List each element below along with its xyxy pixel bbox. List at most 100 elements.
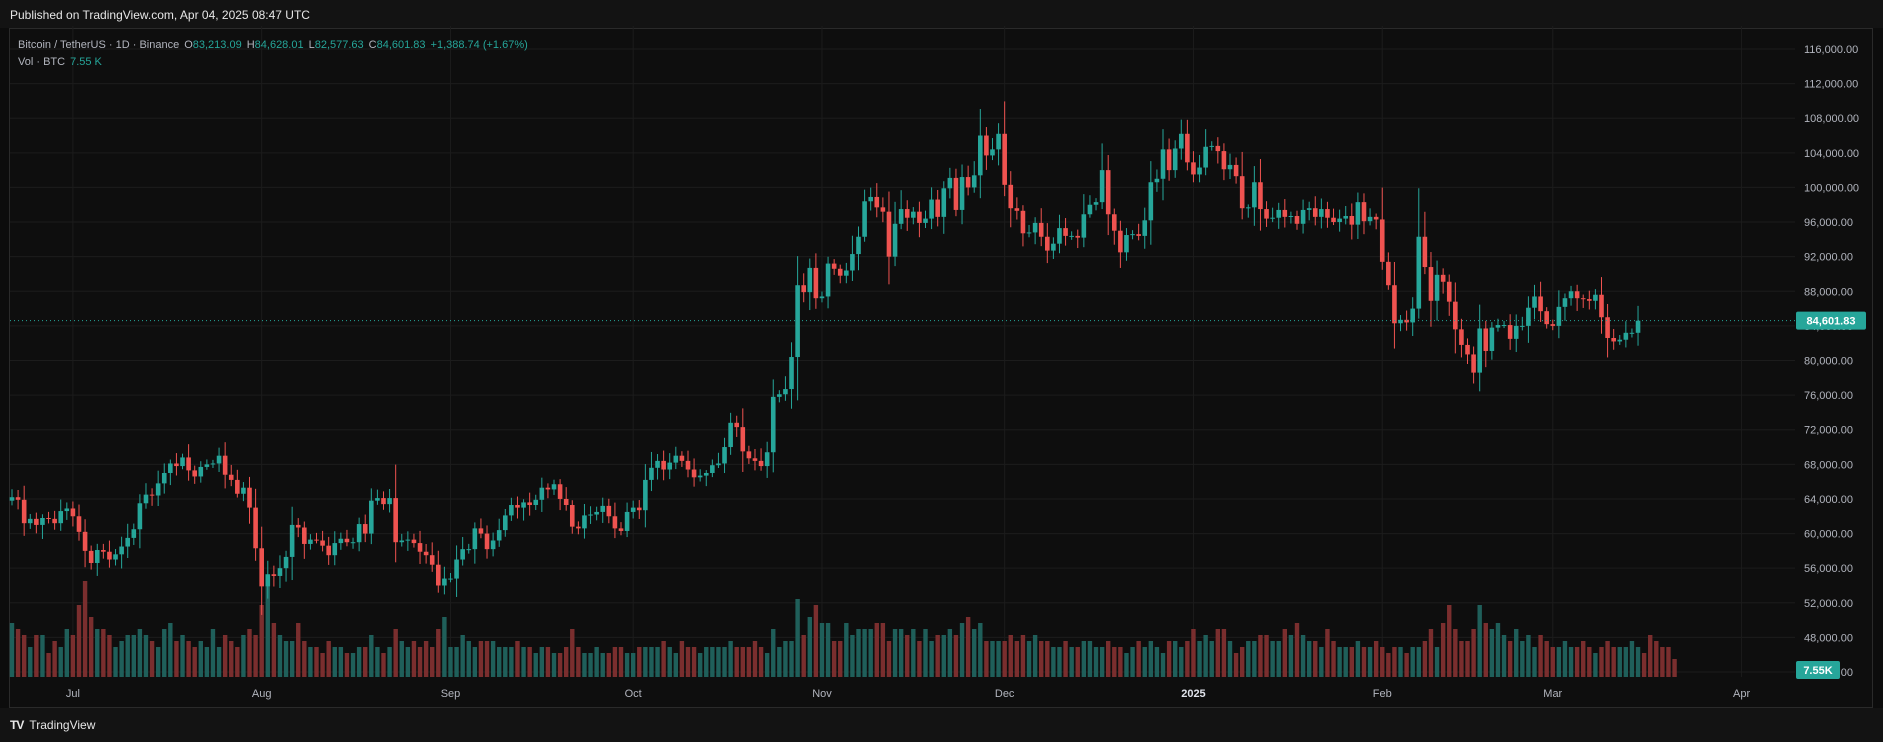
volume-bar	[326, 641, 331, 677]
volume-bar	[34, 635, 39, 677]
volume-bar	[1672, 659, 1677, 677]
volume-bar	[1331, 641, 1336, 677]
candle-body	[1398, 319, 1403, 324]
publish-bar: Published on TradingView.com, Apr 04, 20…	[0, 0, 1883, 28]
y-tick-label: 64,000.00	[1804, 494, 1853, 506]
candle-body	[850, 254, 855, 271]
x-tick-label: Sep	[441, 688, 461, 700]
volume-bar	[1459, 641, 1464, 677]
volume-bar	[685, 647, 691, 677]
candle-body	[1008, 184, 1014, 209]
candle-body	[917, 211, 922, 223]
volume-bar	[1568, 647, 1574, 677]
y-tick-label: 80,000.00	[1804, 356, 1853, 368]
legend-volume-label[interactable]: Vol · BTC	[18, 55, 66, 68]
candle-body	[423, 551, 429, 556]
volume-bar	[1532, 647, 1537, 677]
x-tick-label: Aug	[252, 688, 272, 700]
candle-body	[1568, 291, 1574, 299]
volume-bar	[1045, 641, 1050, 677]
candle-body	[758, 460, 764, 467]
candle-body	[174, 463, 179, 467]
candle-body	[1197, 167, 1202, 175]
candle-body	[588, 514, 593, 516]
volume-bar	[70, 635, 76, 677]
candle-body	[40, 517, 45, 525]
candle-body	[1178, 133, 1184, 149]
candle-body	[1459, 329, 1464, 345]
volume-bar	[1605, 641, 1610, 677]
candle-body	[874, 196, 880, 208]
volume-bar	[1130, 647, 1135, 677]
candle-body	[941, 188, 947, 217]
candle-body	[783, 389, 788, 395]
candle-body	[643, 479, 648, 511]
candle-body	[58, 511, 64, 524]
volume-bar	[533, 653, 538, 677]
candle-body	[844, 270, 849, 276]
y-tick-label: 100,000.00	[1804, 182, 1859, 194]
chart-frame[interactable]	[9, 28, 1873, 708]
candle-body	[168, 463, 173, 473]
volume-bar	[76, 605, 82, 677]
candle-body	[180, 457, 185, 467]
volume-bar	[125, 635, 130, 677]
volume-bar	[1032, 635, 1038, 677]
candle-body	[1367, 216, 1373, 222]
candle-body	[228, 474, 234, 480]
volume-bar	[1069, 647, 1074, 677]
legend-close-label: C	[368, 38, 377, 51]
volume-bar	[1398, 647, 1403, 677]
volume-bar	[819, 623, 825, 677]
volume-bar	[1002, 641, 1007, 677]
volume-bar	[1020, 635, 1026, 677]
candle-body	[1282, 209, 1288, 217]
candle-body	[1130, 234, 1135, 236]
candle-body	[1252, 182, 1257, 208]
volume-bar	[1361, 647, 1367, 677]
candle-body	[216, 455, 222, 464]
candle-body	[1160, 149, 1166, 179]
volume-bar	[82, 581, 88, 677]
candle-body	[984, 135, 989, 156]
candle-body	[691, 469, 697, 478]
candle-body	[551, 484, 557, 490]
candle-body	[1434, 274, 1440, 301]
candle-body	[539, 487, 545, 500]
volume-bar	[1465, 641, 1470, 677]
candle-body	[204, 464, 210, 467]
volume-bar	[1106, 641, 1111, 677]
legend-symbol[interactable]: Bitcoin / TetherUS · 1D · Binance	[18, 38, 180, 51]
candle-body	[381, 498, 386, 505]
candle-body	[868, 196, 873, 202]
volume-bar	[1544, 641, 1549, 677]
tradingview-brand[interactable]: TV TradingView	[10, 718, 95, 732]
volume-bar	[1574, 647, 1580, 677]
volume-bar	[1227, 641, 1233, 677]
candle-body	[1209, 145, 1215, 147]
volume-bar	[1246, 641, 1251, 677]
volume-bar	[972, 629, 977, 677]
candle-body	[155, 483, 161, 496]
candle-body	[862, 201, 867, 237]
candle-body	[673, 455, 679, 463]
volume-bar	[691, 647, 697, 677]
candle-body	[1349, 215, 1355, 225]
volume-bar	[783, 641, 788, 677]
volume-bar	[618, 647, 624, 677]
volume-bar	[1288, 635, 1294, 677]
candle-body	[1099, 170, 1105, 203]
volume-bar	[539, 647, 545, 677]
candle-body	[1312, 208, 1318, 217]
volume-bar	[874, 623, 879, 677]
candle-body	[1507, 325, 1513, 339]
volume-bar	[131, 635, 136, 677]
candle-body	[716, 463, 721, 466]
volume-bar	[1593, 653, 1598, 677]
volume-bar	[490, 641, 496, 677]
volume-bar	[630, 653, 636, 677]
candle-body	[703, 472, 709, 476]
volume-bar	[484, 641, 490, 677]
candle-body	[923, 218, 928, 223]
